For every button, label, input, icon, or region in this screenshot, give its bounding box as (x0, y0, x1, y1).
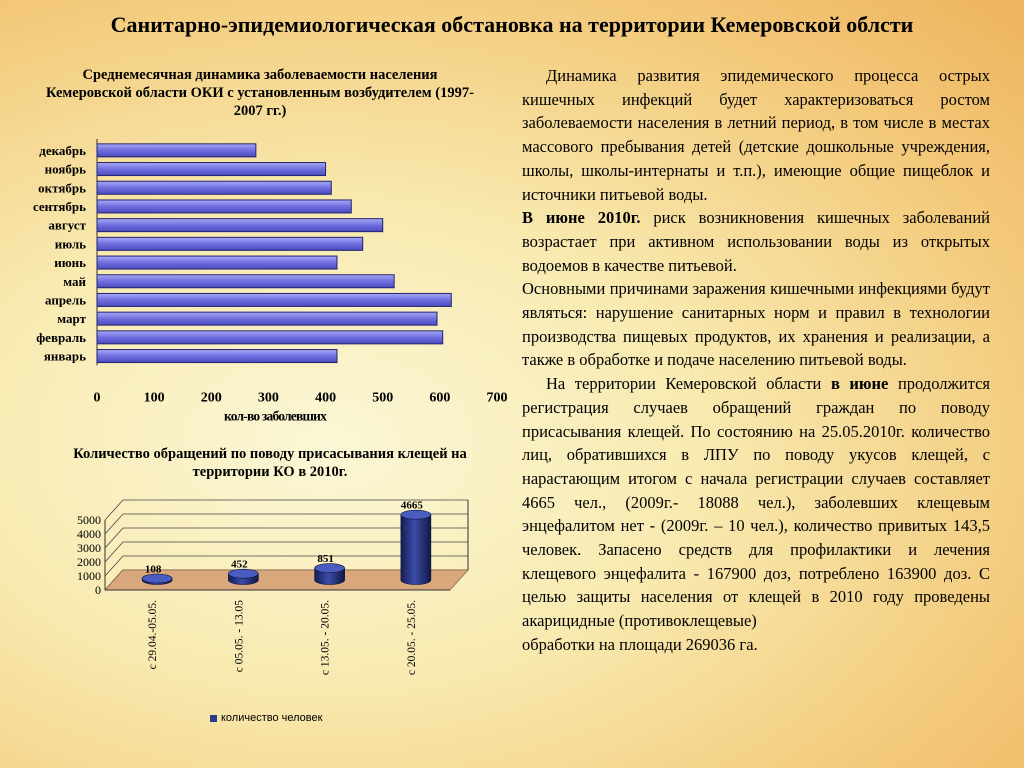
y-tick-label: 4000 (77, 527, 101, 541)
body-text: Динамика развития эпидемического процесс… (522, 64, 990, 657)
monthly-incidence-chart: январь февраль март апрель май июнь июль август… (33, 139, 508, 423)
y-tick-label: 2000 (77, 555, 101, 569)
gridline (104, 513, 468, 535)
cylinder-bar-1 (228, 568, 259, 585)
bar-5 (96, 255, 338, 270)
data-label: 4665 (401, 500, 424, 512)
category-label: август (48, 218, 86, 233)
category-label: ноябрь (45, 162, 87, 177)
paragraph-4-bold: в июне (830, 374, 889, 394)
bar-4 (96, 274, 395, 289)
gridline (104, 541, 468, 563)
x-axis-label: кол-во заболевших (224, 408, 327, 423)
bar-6 (96, 236, 364, 251)
bar-2 (96, 311, 438, 326)
category-label: с 13.05. - 20.05. (320, 600, 332, 675)
cylinder-bar-0 (141, 573, 173, 585)
data-label: 452 (231, 559, 248, 571)
category-label: май (63, 274, 86, 289)
paragraph-4-text-a: На территории Кемеровской области (546, 374, 831, 394)
x-tick-label: 200 (201, 390, 222, 405)
cylinder-bar-3 (400, 509, 432, 585)
data-label: 851 (317, 553, 334, 565)
category-label: с 20.05. - 25.05. (406, 600, 418, 675)
page-title: Санитарно-эпидемиологическая обстановка … (110, 12, 914, 37)
bar-11 (96, 143, 257, 158)
category-label: с 05.05. - 13.05 (233, 600, 245, 672)
category-label: с 29.04.-05.05. (147, 600, 159, 669)
category-label: декабрь (39, 143, 86, 158)
category-label: март (57, 311, 86, 326)
bar-1 (96, 330, 444, 345)
bar-10 (96, 162, 327, 177)
y-tick-label: 0 (95, 583, 101, 597)
chart2-legend: количество человек (210, 712, 322, 724)
paragraph-2: В июне 2010г. риск возникновения кишечны… (522, 206, 990, 277)
bar-9 (96, 180, 332, 195)
paragraph-1: Динамика развития эпидемического процесс… (522, 66, 990, 204)
gridline (104, 499, 468, 521)
chart1-title: Среднемесячная динамика заболеваемости н… (46, 67, 474, 119)
paragraph-3: Основными причинами заражения кишечными … (522, 279, 990, 370)
legend-swatch (210, 714, 217, 722)
y-tick-label: 1000 (77, 569, 101, 583)
paragraph-4: На территории Кемеровской области в июне… (522, 372, 990, 633)
bar-7 (96, 218, 384, 233)
legend-label: количество человек (221, 712, 323, 724)
paragraph-4-text-b: продолжится регистрация случаев обращени… (522, 374, 991, 631)
x-tick-label: 0 (94, 390, 101, 405)
bar-0 (96, 349, 338, 364)
x-tick-label: 700 (487, 390, 508, 405)
category-label: июль (55, 236, 86, 251)
x-tick-label: 300 (258, 390, 279, 405)
category-label: сентябрь (33, 199, 86, 214)
category-label: апрель (45, 292, 86, 307)
x-tick-label: 600 (429, 390, 450, 405)
x-tick-label: 400 (315, 390, 336, 405)
bar-3 (96, 292, 452, 307)
data-label: 108 (145, 563, 162, 575)
paragraph-2-bold: В июне 2010г. (522, 208, 641, 228)
cylinder-bar-2 (314, 563, 345, 585)
gridline (104, 555, 468, 577)
y-tick-label: 3000 (77, 541, 101, 555)
category-label: июнь (54, 255, 86, 270)
x-tick-label: 500 (372, 390, 393, 405)
paragraph-2-text: риск возникновения кишечных заболеваний … (522, 208, 990, 275)
chart2-title: Количество обращений по поводу присасыва… (73, 446, 467, 480)
y-tick-label: 5000 (77, 513, 101, 527)
x-tick-label: 100 (144, 390, 165, 405)
category-label: октябрь (38, 180, 86, 195)
paragraph-4-end: обработки на площади 269036 га. (522, 634, 758, 654)
gridline (104, 527, 468, 549)
category-label: январь (44, 349, 86, 364)
bar-8 (96, 199, 352, 214)
category-label: февраль (36, 330, 86, 345)
